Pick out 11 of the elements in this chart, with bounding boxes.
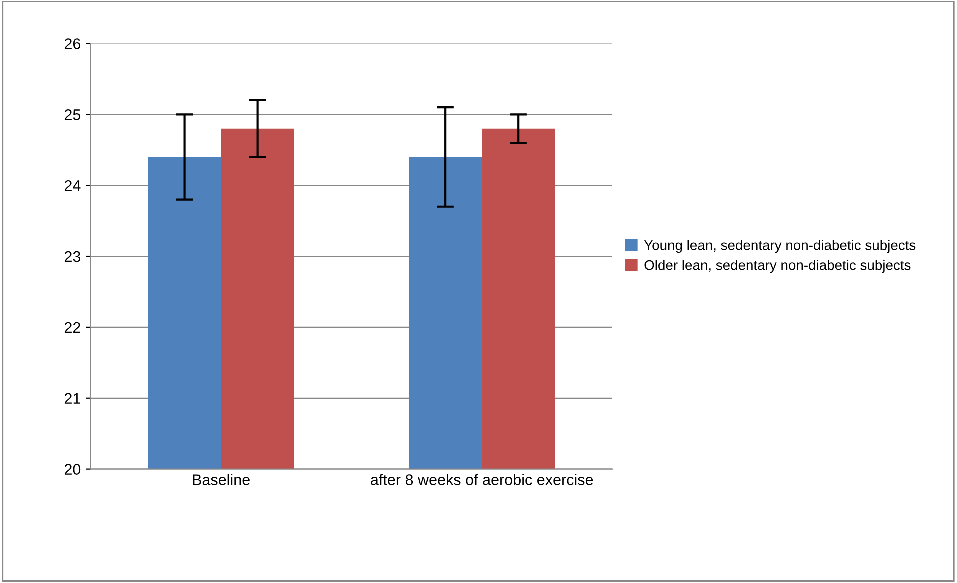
y-tick-label: 23 <box>64 251 81 262</box>
x-tick-label: after 8 weeks of aerobic exercise <box>371 474 594 486</box>
x-tick-label: Baseline <box>193 474 250 486</box>
legend-label: Young lean, sedentary non-diabetic subjects <box>644 240 916 254</box>
y-tick-label: 25 <box>64 110 81 120</box>
legend-label: Older lean, sedentary non-diabetic subjects <box>644 260 911 274</box>
y-tick-label: 21 <box>64 393 80 404</box>
y-tick-label: 24 <box>64 180 81 192</box>
y-tick-label: 20 <box>64 464 81 475</box>
y-tick-label: 26 <box>64 38 81 50</box>
y-tick-label: 22 <box>64 322 80 333</box>
